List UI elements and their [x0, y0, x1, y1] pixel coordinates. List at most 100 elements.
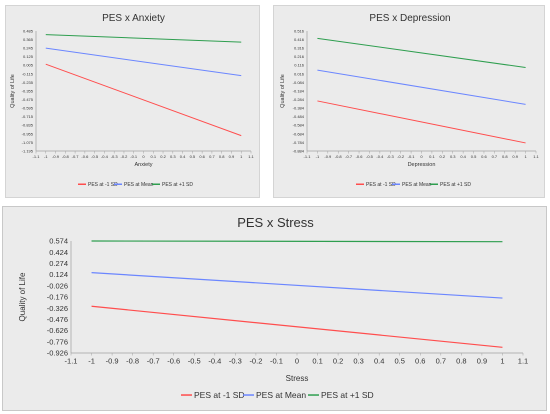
x-tick-label: 0.2	[160, 154, 166, 159]
x-tick-label: -0.8	[126, 357, 139, 366]
y-tick-label: -0.476	[47, 315, 68, 324]
x-tick-label: -0.5	[91, 154, 99, 159]
depression-chart-svg: PES x Depression0.5160.4160.3160.2160.11…	[280, 13, 540, 188]
y-tick-label: -0.235	[22, 80, 34, 85]
x-tick-label: 0.2	[440, 154, 446, 159]
y-tick-label: -0.776	[47, 337, 68, 346]
x-tick-label: -1	[88, 357, 95, 366]
y-tick-label: 0.016	[294, 71, 305, 76]
x-tick-label: 1	[240, 154, 243, 159]
x-tick-label: 0.1	[429, 154, 435, 159]
x-tick-label: -0.6	[356, 154, 364, 159]
chart-title: PES x Depression	[369, 13, 450, 24]
x-tick-label: 0.3	[450, 154, 456, 159]
y-tick-label: -0.326	[47, 304, 68, 313]
x-tick-label: 0.3	[353, 357, 363, 366]
y-tick-label: 0.125	[23, 54, 34, 59]
y-tick-label: 0.424	[49, 248, 68, 257]
legend-label: PES at +1 SD	[162, 182, 193, 188]
x-tick-label: 0.4	[180, 154, 186, 159]
y-tick-label: -1.195	[22, 148, 34, 153]
legend-label: PES at -1 SD	[88, 182, 118, 188]
x-tick-label: -0.5	[366, 154, 374, 159]
x-tick-label: 0.4	[374, 357, 384, 366]
x-tick-label: 1.1	[533, 154, 539, 159]
x-tick-label: -1.1	[65, 357, 78, 366]
series-line-minus-1sd	[45, 63, 242, 137]
y-tick-label: -0.384	[293, 106, 305, 111]
y-tick-label: 0.316	[294, 46, 305, 51]
x-tick-label: -0.1	[408, 154, 416, 159]
x-tick-label: 0.6	[481, 154, 487, 159]
y-tick-label: -0.284	[293, 97, 305, 102]
x-tick-label: -0.6	[167, 357, 180, 366]
y-tick-label: -0.626	[47, 326, 68, 335]
x-tick-label: 1.1	[518, 357, 528, 366]
x-tick-label: -0.3	[229, 357, 242, 366]
x-tick-label: -1.1	[33, 154, 41, 159]
chart-title: PES x Stress	[237, 215, 314, 230]
x-tick-label: 0.8	[502, 154, 508, 159]
x-tick-label: 0.9	[229, 154, 235, 159]
y-tick-label: -0.584	[293, 123, 305, 128]
x-tick-label: -0.1	[270, 357, 283, 366]
y-tick-label: 0.124	[49, 270, 68, 279]
x-tick-label: 0.7	[209, 154, 215, 159]
x-tick-label: 0.5	[471, 154, 477, 159]
x-axis-label: Anxiety	[134, 162, 152, 168]
y-tick-label: 0.245	[23, 46, 34, 51]
legend-label: PES at Mean	[256, 390, 306, 400]
x-tick-label: 0.8	[219, 154, 225, 159]
y-tick-label: -0.784	[293, 140, 305, 145]
legend-label: PES at +1 SD	[440, 182, 471, 188]
x-tick-label: 1	[524, 154, 527, 159]
x-tick-label: -0.2	[249, 357, 262, 366]
legend-label: PES at +1 SD	[321, 390, 374, 400]
y-axis-label: Quality of Life	[18, 272, 27, 321]
x-tick-label: 0.7	[492, 154, 498, 159]
x-tick-label: -0.2	[397, 154, 405, 159]
anxiety-chart-svg: PES x Anxiety 0.485 0.365 0.245 0.125 0.005 -0…	[10, 13, 255, 188]
x-tick-label: -0.9	[324, 154, 332, 159]
stress-chart-svg: PES x Stress 0.574 0.424 0.274 0.124 -0.026 -0…	[18, 215, 528, 400]
legend-label: PES at Mean	[124, 182, 154, 188]
y-tick-label: 0.216	[294, 54, 305, 59]
series-line-minus-1sd	[317, 100, 526, 144]
x-tick-label: -0.7	[345, 154, 353, 159]
x-tick-label: 0	[295, 357, 299, 366]
x-tick-label: -0.5	[188, 357, 201, 366]
x-tick-label: 0.1	[312, 357, 322, 366]
x-tick-label: -0.7	[72, 154, 80, 159]
y-tick-label: -0.884	[293, 148, 305, 153]
x-tick-label: -0.8	[335, 154, 343, 159]
x-tick-label: -0.8	[62, 154, 70, 159]
series-line-minus-1sd	[91, 305, 503, 348]
y-tick-label: -0.084	[293, 80, 305, 85]
y-tick-label: 0.116	[294, 63, 304, 68]
x-tick-label: 0.8	[456, 357, 466, 366]
x-tick-label: -0.9	[52, 154, 60, 159]
y-tick-label: -0.115	[22, 71, 34, 76]
x-tick-label: -0.6	[81, 154, 89, 159]
x-tick-label: 0	[142, 154, 145, 159]
depression-chart-panel: PES x Depression 0.516 0.416 0.316 0.216 0.11…	[273, 5, 545, 198]
chart-title: PES x Anxiety	[102, 13, 165, 24]
series-line-mean	[317, 69, 526, 105]
y-tick-label: -0.684	[293, 131, 305, 136]
x-tick-label: 0.2	[333, 357, 343, 366]
series-line-plus-1sd	[317, 37, 526, 69]
anxiety-chart-panel: PES x Anxiety 0.485 0.365 0.245 0.125 0.005 -0…	[5, 5, 260, 198]
y-axis-label: Quality of Life	[280, 74, 286, 108]
x-tick-label: 1.1	[248, 154, 254, 159]
y-tick-label: -0.475	[22, 97, 34, 102]
series-line-mean	[91, 272, 503, 299]
x-axis-label: Stress	[286, 374, 309, 383]
x-tick-label: 0.9	[477, 357, 487, 366]
series-line-mean	[45, 47, 242, 77]
y-tick-label: -0.926	[47, 349, 68, 358]
x-tick-label: -0.3	[387, 154, 395, 159]
x-tick-label: -1.1	[304, 154, 312, 159]
y-tick-label: -0.595	[22, 106, 34, 111]
x-tick-label: 0.5	[395, 357, 405, 366]
y-tick-label: 0.485	[23, 28, 34, 33]
